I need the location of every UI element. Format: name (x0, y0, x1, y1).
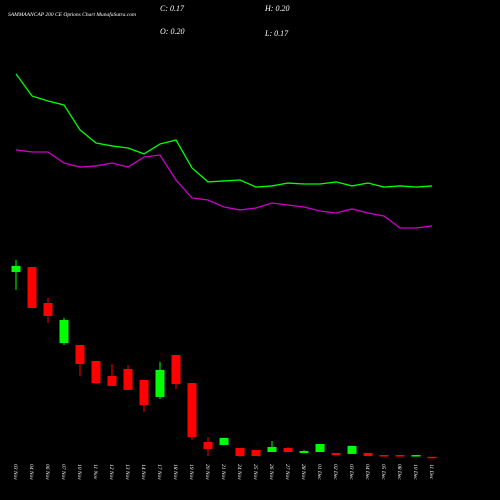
info-high: H: 0.20 (264, 4, 289, 13)
indicator-line (15, 73, 433, 188)
candle-body (43, 303, 53, 316)
candle-body (171, 355, 181, 384)
candle-body (187, 383, 197, 437)
x-tick-label: 08 Dec (396, 464, 402, 480)
candle-body (315, 444, 325, 452)
candle-body (347, 445, 357, 454)
x-tick-label: 11 Nov (92, 464, 98, 480)
candle-body (427, 456, 437, 459)
x-tick-label: 24 Nov (236, 464, 243, 480)
info-low: L: 0.17 (264, 29, 289, 38)
candle-body (155, 369, 165, 397)
x-tick-label: 05 Dec (380, 464, 386, 480)
candle-body (379, 455, 389, 457)
candle-body (219, 437, 229, 445)
candle-body (139, 380, 149, 405)
x-tick-label: 25 Nov (252, 464, 258, 480)
candle-body (107, 376, 117, 386)
x-tick-label: 11 Dec (428, 464, 434, 480)
candle-body (235, 448, 245, 456)
x-tick-label: 03 Nov (12, 464, 18, 480)
candle-body (251, 449, 261, 456)
x-tick-label: 27 Nov (284, 464, 290, 480)
x-tick-label: 03 Dec (348, 464, 354, 480)
x-tick-label: 19 Nov (188, 464, 194, 480)
indicator-line (15, 149, 433, 229)
candle-body (91, 360, 101, 384)
candle-body (75, 344, 85, 364)
x-tick-label: 10 Nov (76, 464, 82, 480)
x-tick-label: 13 Nov (124, 464, 130, 480)
x-tick-label: 26 Nov (268, 464, 274, 480)
x-tick-label: 02 Dec (332, 464, 338, 480)
x-tick-label: 04 Nov (28, 464, 35, 480)
x-tick-label: 06 Nov (44, 464, 50, 480)
candle-body (11, 265, 21, 272)
candle-body (363, 452, 373, 456)
candle-body (123, 368, 133, 390)
candle-body (411, 455, 421, 457)
candle-body (331, 452, 341, 456)
candle-body (203, 441, 213, 449)
x-tick-label: 14 Nov (140, 464, 147, 480)
x-tick-label: 01 Dec (316, 464, 322, 480)
x-tick-label: 21 Nov (220, 464, 226, 480)
x-tick-label: 10 Dec (412, 464, 418, 480)
x-tick-label: 18 Nov (172, 464, 178, 480)
candle-body (267, 447, 277, 452)
x-tick-label: 17 Nov (156, 464, 162, 480)
x-tick-label: 20 Nov (204, 464, 210, 480)
x-tick-label: 04 Dec (364, 464, 371, 480)
chart-title: SAMMAANCAP 200 CE Options Chart MunafaSu… (8, 11, 136, 18)
candle-body (283, 448, 293, 452)
candle-body (27, 267, 37, 308)
x-tick-label: 12 Nov (108, 464, 114, 480)
candle-body (59, 320, 69, 344)
x-tick-label: 28 Nov (300, 464, 306, 480)
info-open: O: 0.20 (160, 27, 184, 36)
candle-body (299, 451, 309, 453)
info-close: C: 0.17 (160, 4, 185, 13)
x-tick-label: 07 Nov (60, 464, 66, 480)
candle-body (395, 455, 405, 457)
